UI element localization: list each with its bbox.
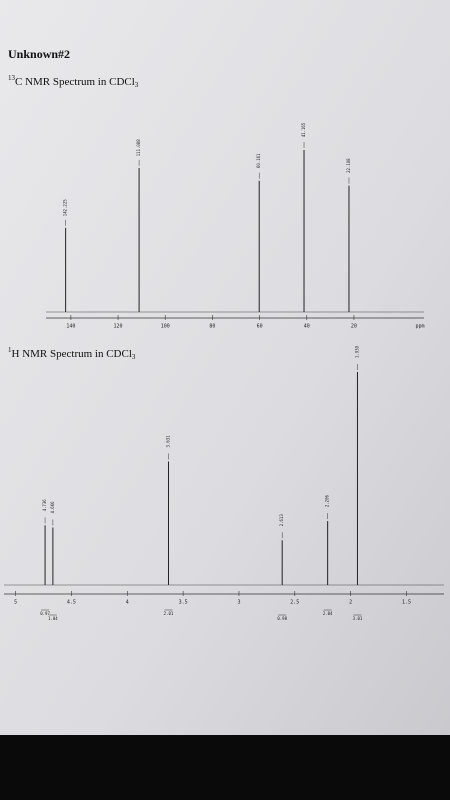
x-tick-label: 5 (14, 600, 17, 606)
x-tick-label: 2.5 (290, 600, 299, 606)
title-subscript: 3 (135, 81, 139, 89)
peak-label: 22.108 (346, 158, 351, 173)
integral-label: 0.97 (40, 611, 50, 616)
title-text: C NMR Spectrum in CDCl (15, 76, 135, 88)
x-tick-label: 1.5 (402, 600, 411, 606)
x-tick-label: 3 (237, 600, 240, 606)
background (0, 735, 450, 800)
x-tick-label: 100 (161, 324, 170, 330)
x-tick-label: 20 (351, 324, 357, 330)
chart-title: 13C NMR Spectrum in CDCl3 (8, 74, 139, 89)
title-text: H NMR Spectrum in CDCl (12, 348, 132, 360)
peak-label: 2.613 (279, 514, 284, 527)
title-subscript: 3 (132, 353, 136, 361)
integral-label: 3.01 (353, 616, 363, 621)
peak-label: 111.088 (136, 139, 141, 156)
integral-label: 2.01 (164, 611, 174, 616)
peak-label: 4.666 (50, 501, 55, 514)
peak-label: 41.165 (301, 122, 306, 137)
x-tick-label: 2 (349, 600, 352, 606)
integral-label: 2.04 (323, 611, 333, 616)
x-tick-label: 4.5 (67, 600, 76, 606)
x-tick-label: 3.5 (179, 600, 188, 606)
integral-label: 0.98 (277, 616, 287, 621)
peak-label: 60.161 (256, 153, 261, 168)
peak-label: 2.206 (325, 494, 330, 507)
peak-label: 1.939 (354, 345, 359, 358)
paper (0, 0, 450, 735)
x-tick-label: 40 (304, 324, 310, 330)
integral-label: 1.04 (48, 616, 58, 621)
document-title: Unknown#2 (8, 47, 70, 61)
x-tick-label: 120 (114, 324, 123, 330)
peak-label: 4.736 (42, 499, 47, 512)
title-superscript: 1 (8, 346, 12, 354)
x-tick-label: 140 (66, 324, 75, 330)
chart-title: 1H NMR Spectrum in CDCl3 (8, 346, 136, 361)
x-tick-label: 80 (209, 324, 215, 330)
x-tick-label: 60 (257, 324, 263, 330)
x-axis-label: ppm (415, 324, 424, 330)
peak-label: 3.631 (165, 435, 170, 448)
peak-label: 142.225 (63, 199, 68, 216)
x-tick-label: 4 (126, 600, 129, 606)
title-superscript: 13 (8, 74, 16, 82)
